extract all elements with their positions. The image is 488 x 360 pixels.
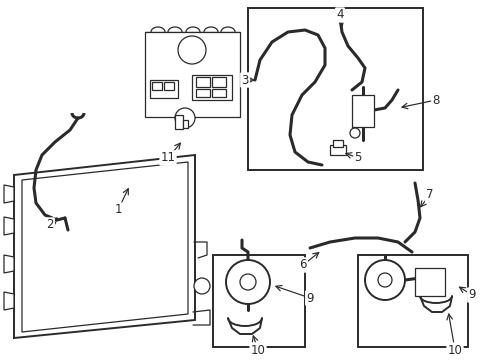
Text: 6: 6 bbox=[299, 258, 306, 271]
Bar bbox=[152, 82, 162, 90]
Bar bbox=[196, 89, 209, 97]
Text: 2: 2 bbox=[46, 219, 54, 231]
Bar bbox=[145, 32, 240, 117]
Text: 10: 10 bbox=[447, 343, 462, 356]
Bar bbox=[212, 89, 225, 97]
Circle shape bbox=[178, 36, 205, 64]
Circle shape bbox=[364, 260, 404, 300]
Circle shape bbox=[240, 274, 256, 290]
Text: 11: 11 bbox=[160, 152, 175, 165]
Circle shape bbox=[377, 273, 391, 287]
Bar bbox=[183, 120, 187, 128]
Circle shape bbox=[225, 260, 269, 304]
Bar bbox=[329, 145, 346, 155]
Bar bbox=[357, 255, 467, 347]
Bar bbox=[332, 140, 342, 147]
Text: 9: 9 bbox=[468, 288, 475, 301]
Text: 1: 1 bbox=[114, 203, 122, 216]
Bar bbox=[414, 268, 444, 296]
Bar bbox=[351, 95, 373, 127]
Text: 3: 3 bbox=[241, 73, 248, 86]
Polygon shape bbox=[4, 292, 14, 310]
Bar bbox=[175, 115, 183, 129]
Bar bbox=[213, 255, 305, 347]
Bar bbox=[196, 77, 209, 87]
Polygon shape bbox=[22, 162, 187, 332]
Text: 8: 8 bbox=[431, 94, 439, 107]
Bar bbox=[192, 75, 231, 100]
Text: 9: 9 bbox=[305, 292, 313, 305]
Polygon shape bbox=[4, 217, 14, 235]
Polygon shape bbox=[4, 185, 14, 203]
Text: 4: 4 bbox=[336, 9, 343, 22]
Circle shape bbox=[349, 128, 359, 138]
Text: 5: 5 bbox=[354, 152, 361, 165]
Bar bbox=[212, 77, 225, 87]
Text: 7: 7 bbox=[426, 189, 433, 202]
Circle shape bbox=[194, 278, 209, 294]
Polygon shape bbox=[14, 155, 195, 338]
Bar bbox=[150, 80, 178, 98]
Polygon shape bbox=[4, 255, 14, 273]
Bar bbox=[247, 8, 422, 170]
Circle shape bbox=[175, 108, 195, 128]
Bar bbox=[163, 82, 174, 90]
Text: 10: 10 bbox=[250, 343, 265, 356]
